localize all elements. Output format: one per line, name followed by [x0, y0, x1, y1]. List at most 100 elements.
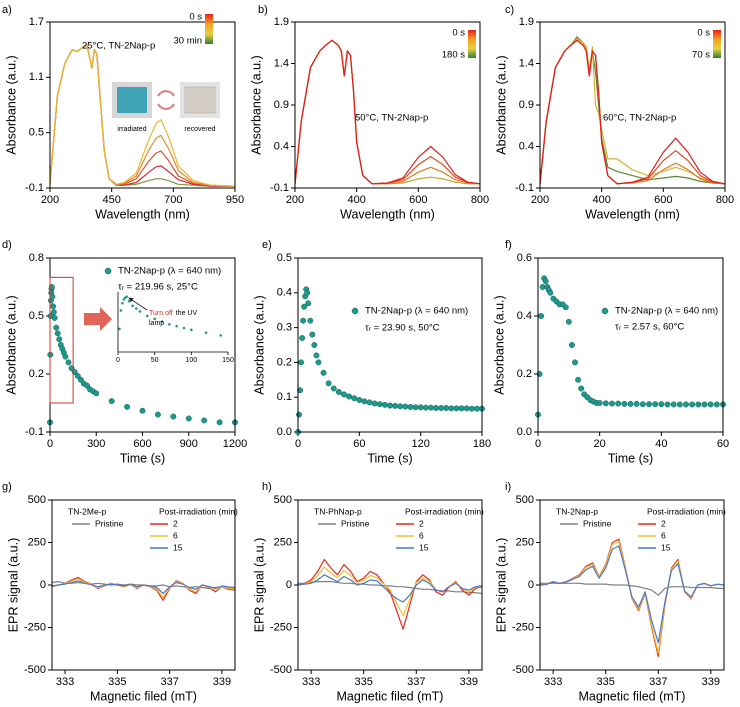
y-tick-label: 0	[40, 579, 46, 591]
annotation: TN-2Nap-p	[556, 506, 598, 516]
x-tick-label: 700	[164, 194, 182, 206]
legend-marker	[601, 307, 609, 315]
y-axis-label: Absorbance (a.u.)	[4, 295, 18, 394]
zoom-arrow	[84, 307, 112, 331]
inset-point	[127, 299, 131, 303]
y-axis-label: EPR signal (a.u.)	[6, 538, 20, 632]
data-point	[139, 407, 146, 414]
data-point	[412, 404, 419, 411]
panel-label: e)	[262, 239, 272, 251]
inset-point	[135, 307, 138, 310]
y-tick-label: 0.1	[277, 391, 292, 403]
colorbar-label: 30 min	[173, 36, 202, 47]
x-tick-label: 180	[473, 438, 491, 450]
data-point	[695, 401, 702, 408]
data-point	[575, 376, 582, 383]
axes-frame	[539, 21, 726, 189]
data-point	[74, 372, 81, 379]
series-line	[50, 44, 235, 187]
data-point	[311, 342, 318, 348]
y-tick-label: -0.1	[515, 182, 534, 194]
y-tick-label: -0.1	[270, 182, 289, 194]
data-point	[621, 400, 628, 407]
inset-annotation: lamp	[149, 320, 164, 327]
data-point	[124, 403, 131, 410]
y-axis-label: Absorbance (a.u.)	[4, 55, 18, 154]
data-point	[615, 400, 622, 407]
data-point	[565, 318, 572, 325]
y-tick-label: 0.0	[277, 426, 292, 438]
axes-frame	[537, 257, 724, 433]
colorbar-label: 0 s	[697, 28, 710, 39]
x-tick-label: 200	[41, 194, 59, 206]
data-point	[351, 395, 358, 402]
legend-label: TN-2Nap-p (λ = 640 nm)	[118, 266, 221, 277]
legend-label: Pristine	[341, 518, 370, 528]
y-axis-label: Absorbance (a.u.)	[494, 55, 508, 154]
y-tick-label: 0.6	[517, 252, 532, 264]
x-tick-label: 1200	[223, 438, 247, 450]
y-tick-label: 0.3	[277, 322, 292, 334]
x-tick-label: 40	[655, 438, 667, 450]
data-point	[93, 390, 100, 397]
y-tick-label: 0.4	[517, 310, 532, 322]
inset-point	[160, 320, 164, 323]
data-point	[53, 324, 60, 331]
legend-marker	[351, 307, 359, 315]
y-tick-label: 250	[516, 536, 534, 548]
series-line	[298, 581, 482, 595]
x-tick-label: 0	[295, 438, 301, 450]
colorbar	[713, 30, 721, 58]
legend-title: Post-irradiation (min)	[159, 506, 238, 516]
data-point	[542, 278, 549, 285]
y-tick-label: 0.5	[277, 252, 292, 264]
legend-label: 6	[173, 530, 178, 540]
x-tick-label: 335	[355, 676, 373, 688]
x-tick-label: 400	[347, 194, 365, 206]
legend-title: Post-irradiation (min)	[405, 506, 484, 516]
data-point	[658, 401, 665, 408]
data-point	[50, 303, 57, 310]
inset-point	[121, 301, 124, 305]
y-tick-label: 0.9	[519, 99, 534, 111]
data-point	[568, 342, 575, 348]
y-tick-label: 0.0	[517, 426, 532, 438]
x-tick-label: 600	[409, 194, 427, 206]
annotation: τᵣ = 23.90 s, 50°C	[365, 323, 440, 334]
panel-label: i)	[505, 481, 511, 493]
legend-label: 15	[173, 542, 183, 552]
data-point	[422, 404, 429, 411]
legend-label: TN-2Nap-p (λ = 640 nm)	[615, 306, 718, 317]
data-point	[330, 385, 337, 392]
colorbar-label: 0 s	[452, 28, 465, 39]
data-point	[646, 401, 652, 408]
data-point	[458, 405, 465, 412]
data-point	[299, 335, 306, 341]
data-point	[572, 359, 578, 366]
data-point	[670, 401, 677, 408]
data-point	[683, 401, 689, 408]
data-point	[443, 405, 450, 411]
data-point	[468, 405, 475, 412]
x-axis-label: Wavelength (nm)	[585, 207, 680, 221]
data-point	[407, 403, 414, 410]
annotation-arrow	[128, 297, 148, 311]
y-tick-label: 0.2	[517, 368, 532, 380]
data-point	[676, 401, 683, 408]
panel-label: d)	[2, 239, 12, 251]
data-point	[602, 400, 609, 407]
axes-frame	[49, 21, 236, 189]
x-tick-label: 300	[87, 438, 105, 450]
colorbar	[205, 14, 213, 44]
y-tick-label: 0.4	[519, 140, 534, 152]
y-tick-label: 1.4	[274, 57, 289, 69]
x-axis-label: Wavelength (nm)	[95, 207, 190, 221]
y-tick-label: 500	[274, 494, 292, 506]
annotation: τᵣ = 219.96 s, 25°C	[118, 282, 198, 293]
y-tick-label: -500	[512, 664, 534, 676]
x-tick-label: 337	[649, 676, 667, 688]
data-point	[297, 387, 303, 394]
y-tick-label: -0.1	[25, 182, 44, 194]
annotation-part: Turn off	[149, 310, 173, 317]
y-tick-label: 0.5	[29, 127, 44, 139]
